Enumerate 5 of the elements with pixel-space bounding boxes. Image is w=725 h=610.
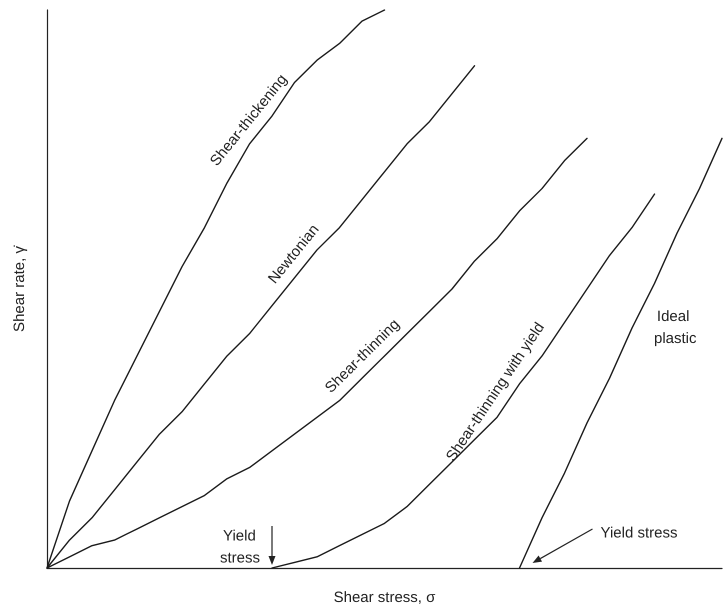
y-axis-title: Shear rate, γ̇ bbox=[11, 245, 28, 332]
annotation: Yield stress bbox=[220, 528, 260, 566]
x-axis-title: Shear stress, σ bbox=[334, 589, 436, 606]
series-label: Ideal plastic bbox=[654, 308, 697, 348]
annotation: Yield stress bbox=[600, 524, 678, 542]
